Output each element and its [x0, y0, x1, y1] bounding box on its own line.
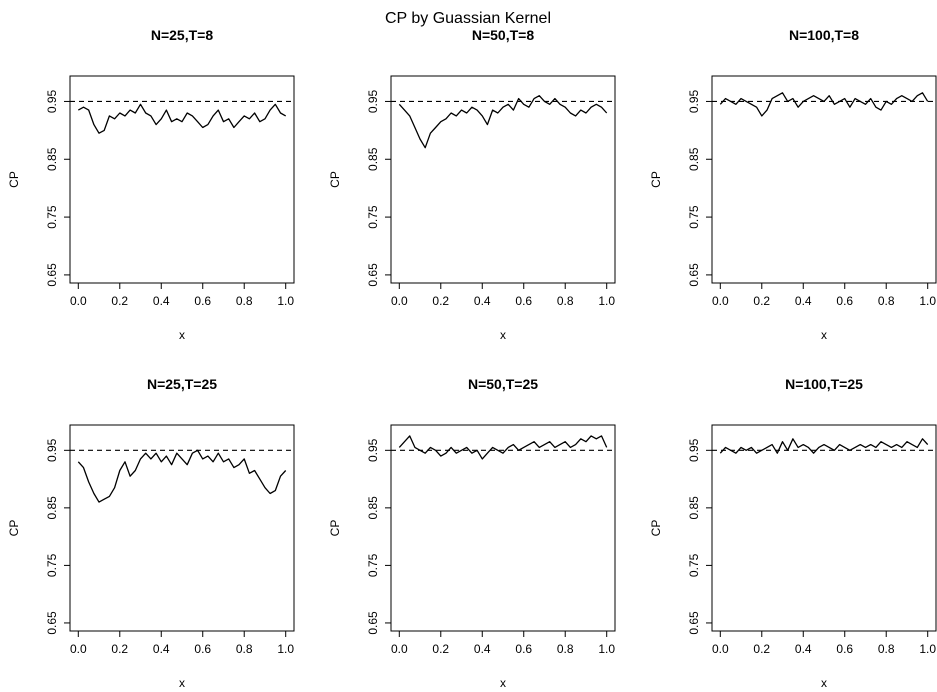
x-tick-label: 0.0: [70, 294, 87, 308]
y-axis-label: CP: [649, 520, 663, 537]
x-tick-label: 1.0: [919, 642, 936, 656]
y-tick-label: 0.85: [366, 147, 380, 171]
panel-title: N=25,T=8: [151, 27, 213, 43]
cp-series-line: [398, 95, 608, 149]
x-tick-label: 0.4: [153, 294, 170, 308]
x-axis-label: x: [821, 328, 827, 342]
y-tick-label: 0.65: [687, 263, 701, 287]
y-axis-label: CP: [649, 171, 663, 188]
panel-title: N=50,T=8: [472, 27, 534, 43]
cp-series-line: [719, 92, 929, 117]
x-axis-label: x: [500, 676, 506, 690]
x-tick-label: 0.8: [878, 294, 895, 308]
x-tick-label: 0.8: [236, 294, 253, 308]
y-tick-label: 0.85: [366, 496, 380, 520]
x-tick-label: 0.6: [515, 294, 532, 308]
x-tick-label: 0.2: [111, 642, 128, 656]
cp-series-line: [398, 435, 608, 460]
plot-frame: [390, 424, 616, 632]
x-tick-label: 0.4: [795, 294, 812, 308]
plot-frame: [711, 75, 937, 284]
x-tick-label: 0.6: [836, 642, 853, 656]
x-tick-label: 1.0: [598, 294, 615, 308]
y-axis-label: CP: [328, 171, 342, 188]
y-tick-label: 0.65: [45, 611, 59, 635]
panels-container: N=25,T=8 0.0 0.2 0.4 0.6 0.8 1.0 0.65 0.75 0.85 0.…: [7, 27, 937, 690]
y-tick-label: 0.75: [45, 553, 59, 577]
x-tick-label: 0.6: [515, 642, 532, 656]
y-tick-label: 0.65: [687, 611, 701, 635]
y-tick-label: 0.95: [45, 89, 59, 113]
cp-series-line: [77, 449, 287, 503]
y-tick-label: 0.95: [687, 438, 701, 462]
panel-title: N=25,T=25: [147, 376, 217, 392]
panel-5: N=50,T=25 0.0 0.2 0.4 0.6 0.8 1.0 0.65 0.75 0.85 0…: [328, 376, 616, 690]
cp-series-line: [77, 103, 287, 134]
x-tick-label: 0.0: [391, 642, 408, 656]
y-tick-label: 0.85: [45, 147, 59, 171]
x-tick-label: 0.0: [391, 294, 408, 308]
x-tick-label: 0.0: [712, 294, 729, 308]
panel-title: N=100,T=8: [789, 27, 859, 43]
y-axis-label: CP: [328, 520, 342, 537]
x-tick-label: 0.2: [432, 642, 449, 656]
y-tick-label: 0.95: [45, 438, 59, 462]
figure-title: CP by Guassian Kernel: [385, 10, 551, 27]
y-tick-label: 0.85: [687, 147, 701, 171]
x-axis-label: x: [500, 328, 506, 342]
y-tick-label: 0.95: [366, 89, 380, 113]
y-tick-label: 0.75: [366, 205, 380, 229]
y-tick-label: 0.85: [45, 496, 59, 520]
x-tick-label: 1.0: [598, 642, 615, 656]
x-tick-label: 0.0: [70, 642, 87, 656]
y-tick-label: 0.65: [366, 611, 380, 635]
x-tick-label: 0.2: [111, 294, 128, 308]
x-tick-label: 0.0: [712, 642, 729, 656]
y-tick-label: 0.65: [366, 263, 380, 287]
plot-frame: [711, 424, 937, 632]
y-tick-label: 0.75: [687, 553, 701, 577]
x-tick-label: 1.0: [277, 294, 294, 308]
panel-1: N=25,T=8 0.0 0.2 0.4 0.6 0.8 1.0 0.65 0.75 0.85 0.…: [7, 27, 295, 342]
y-tick-label: 0.65: [45, 263, 59, 287]
panel-3: N=100,T=8 0.0 0.2 0.4 0.6 0.8 1.0 0.65 0.75 0.85 0…: [649, 27, 937, 342]
panel-2: N=50,T=8 0.0 0.2 0.4 0.6 0.8 1.0 0.65 0.75 0.85 0.…: [328, 27, 616, 342]
x-tick-label: 0.4: [153, 642, 170, 656]
x-tick-label: 0.2: [753, 294, 770, 308]
x-tick-label: 0.4: [474, 294, 491, 308]
plot-frame: [69, 424, 295, 632]
panel-title: N=50,T=25: [468, 376, 538, 392]
x-tick-label: 0.6: [194, 642, 211, 656]
plot-frame: [69, 75, 295, 284]
y-axis-label: CP: [7, 171, 21, 188]
x-tick-label: 0.8: [557, 294, 574, 308]
y-tick-label: 0.75: [45, 205, 59, 229]
x-axis-label: x: [821, 676, 827, 690]
y-tick-label: 0.95: [366, 438, 380, 462]
x-tick-label: 0.2: [432, 294, 449, 308]
x-tick-label: 0.4: [795, 642, 812, 656]
y-tick-label: 0.75: [687, 205, 701, 229]
panel-4: N=25,T=25 0.0 0.2 0.4 0.6 0.8 1.0 0.65 0.75 0.85 0…: [7, 376, 295, 690]
cp-series-line: [719, 438, 929, 454]
plot-frame: [390, 75, 616, 284]
x-tick-label: 0.4: [474, 642, 491, 656]
x-tick-label: 0.6: [836, 294, 853, 308]
x-axis-label: x: [179, 328, 185, 342]
y-axis-label: CP: [7, 520, 21, 537]
y-tick-label: 0.85: [687, 496, 701, 520]
x-tick-label: 0.8: [557, 642, 574, 656]
x-tick-label: 0.8: [236, 642, 253, 656]
x-tick-label: 1.0: [919, 294, 936, 308]
y-tick-label: 0.95: [687, 89, 701, 113]
x-axis-label: x: [179, 676, 185, 690]
x-tick-label: 1.0: [277, 642, 294, 656]
y-tick-label: 0.75: [366, 553, 380, 577]
panel-title: N=100,T=25: [785, 376, 863, 392]
panel-6: N=100,T=25 0.0 0.2 0.4 0.6 0.8 1.0 0.65 0.75 0.85…: [649, 376, 937, 690]
x-tick-label: 0.2: [753, 642, 770, 656]
x-tick-label: 0.6: [194, 294, 211, 308]
x-tick-label: 0.8: [878, 642, 895, 656]
